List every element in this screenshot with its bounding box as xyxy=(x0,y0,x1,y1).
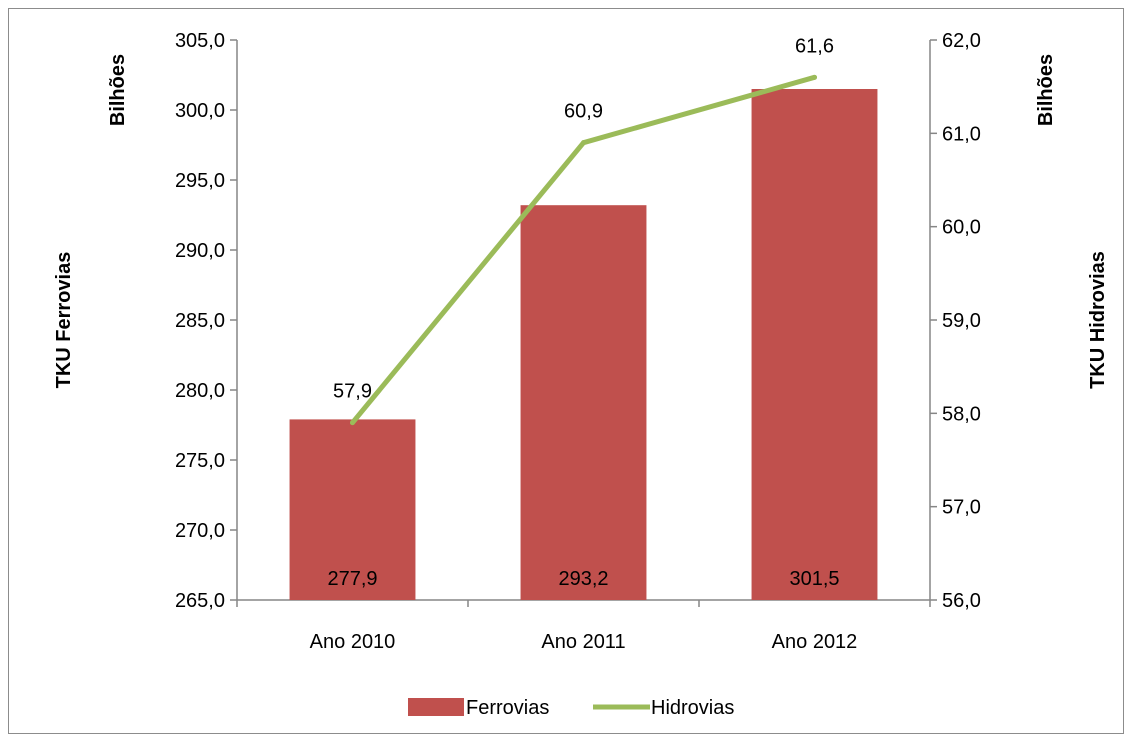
right-axis-unit: Bilhões xyxy=(1035,54,1057,126)
left-axis-tick-label: 285,0 xyxy=(175,310,225,332)
bar-ferrovias xyxy=(751,89,878,600)
line-point-hidrovias xyxy=(350,420,355,426)
line-point-hidrovias xyxy=(812,74,817,80)
right-axis-tick-label: 56,0 xyxy=(942,590,981,612)
left-axis-title: TKU Ferrovias xyxy=(53,252,75,389)
legend: Ferrovias Hidrovias xyxy=(408,697,734,719)
legend-swatch-ferrovias xyxy=(408,698,464,716)
bar-ferrovias xyxy=(289,419,416,600)
bar-data-label: 293,2 xyxy=(558,568,608,590)
left-axis-tick-label: 265,0 xyxy=(175,590,225,612)
left-axis-tick-label: 280,0 xyxy=(175,380,225,402)
line-data-label: 57,9 xyxy=(333,381,372,403)
right-axis-tick-label: 57,0 xyxy=(942,497,981,519)
x-axis-category-label: Ano 2011 xyxy=(541,631,625,653)
right-axis-tick-label: 61,0 xyxy=(942,123,981,145)
left-axis-unit: Bilhões xyxy=(107,54,129,126)
left-axis-tick-label: 270,0 xyxy=(175,520,225,542)
left-axis-tick-label: 300,0 xyxy=(175,100,225,122)
x-axis-category-label: Ano 2012 xyxy=(772,631,858,653)
line-data-label: 61,6 xyxy=(795,35,834,57)
left-axis-tick-label: 305,0 xyxy=(175,30,225,52)
line-series xyxy=(350,74,817,426)
bar-data-label: 277,9 xyxy=(327,568,377,590)
left-axis-tick-label: 295,0 xyxy=(175,170,225,192)
legend-label-hidrovias: Hidrovias xyxy=(651,697,734,719)
bars xyxy=(289,89,878,600)
right-axis-title: TKU Hidrovias xyxy=(1087,251,1109,389)
line-point-hidrovias xyxy=(581,140,586,146)
line-data-label: 60,9 xyxy=(564,101,603,123)
left-axis-tick-label: 275,0 xyxy=(175,450,225,472)
data-labels: 277,9 293,2 301,5 57,9 60,9 61,6 xyxy=(327,35,839,590)
right-axis-tick-label: 58,0 xyxy=(942,403,981,425)
x-axis-category-label: Ano 2010 xyxy=(310,631,396,653)
bar-ferrovias xyxy=(520,205,647,600)
right-axis-tick-label: 62,0 xyxy=(942,30,981,52)
axes: 265,0 270,0 275,0 280,0 285,0 290,0 295,0 300,0… xyxy=(175,30,981,653)
left-axis-tick-label: 290,0 xyxy=(175,240,225,262)
right-axis-tick-label: 59,0 xyxy=(942,310,981,332)
bar-data-label: 301,5 xyxy=(789,568,839,590)
right-axis-tick-label: 60,0 xyxy=(942,217,981,239)
legend-label-ferrovias: Ferrovias xyxy=(466,697,549,719)
